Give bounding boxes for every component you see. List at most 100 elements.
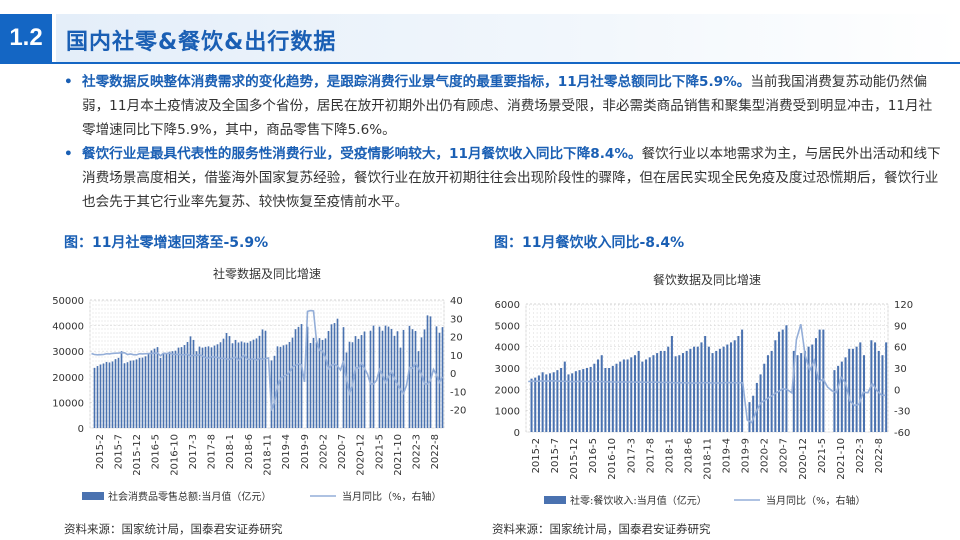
y-right-tick-label: -60 — [894, 428, 910, 439]
bullet-dot-icon: • — [64, 74, 73, 90]
x-tick-label: 2021-5 — [817, 438, 828, 473]
bar — [630, 357, 633, 432]
series-line — [91, 309, 444, 411]
x-tick-label: 2020-7 — [337, 434, 348, 469]
catering-revenue-chart: 餐饮数据及同比增速 0 1000 2000 3000 4000 5000 6000 -60 -30… — [495, 272, 914, 507]
y-left-tick-label: 2000 — [495, 385, 520, 396]
bar — [796, 355, 799, 432]
bar — [548, 373, 552, 432]
bar — [135, 359, 138, 428]
bar — [807, 346, 810, 432]
bar — [752, 395, 755, 432]
retail-sales-chart: 社零数据及同比增速 0 10000 20000 30000 40000 50000 -20 -1… — [52, 266, 466, 503]
bar — [608, 368, 611, 432]
bar — [219, 342, 222, 428]
bar — [696, 346, 699, 432]
bar — [593, 363, 596, 432]
bar — [722, 346, 725, 432]
x-tick-label: 2022-3 — [855, 438, 866, 473]
bar — [333, 323, 336, 428]
bar — [243, 342, 246, 428]
x-tick-label: 2021-10 — [393, 434, 404, 476]
bar — [312, 337, 315, 428]
bar — [851, 348, 854, 432]
bar — [707, 346, 710, 432]
chart-title: 社零数据及同比增速 — [213, 266, 321, 281]
x-tick-label: 2021-5 — [374, 434, 385, 469]
bar — [567, 374, 570, 432]
bar — [210, 347, 213, 428]
y-left-tick-label: 30000 — [52, 347, 84, 358]
bar — [252, 339, 255, 428]
bar — [201, 347, 204, 428]
bar — [171, 351, 174, 428]
bar — [354, 336, 357, 428]
bar — [615, 363, 618, 432]
bullet-item: • 餐饮行业是最具代表性的服务性消费行业，受疫情影响较大，11月餐饮收入同比下降… — [62, 142, 942, 214]
y-left-tick-label: 50000 — [52, 296, 84, 307]
x-tick-label: 2015-7 — [113, 434, 124, 469]
legend-label-bar: 社零:餐饮收入:当月值（亿元） — [570, 494, 707, 507]
bar — [659, 350, 662, 432]
bar — [174, 350, 177, 428]
bar — [285, 344, 288, 428]
bar — [180, 347, 183, 428]
bar — [231, 343, 234, 428]
source-note-left: 资料来源：国家统计局，国泰君安证券研究 — [64, 522, 283, 536]
bar — [737, 336, 740, 432]
bullet-highlight: 餐饮行业是最具代表性的服务性消费行业，受疫情影响较大，11月餐饮收入同比下降8.… — [82, 146, 642, 162]
bar — [402, 329, 405, 428]
x-tick-label: 2018-6 — [244, 434, 255, 469]
bar — [792, 350, 795, 432]
bar — [264, 330, 267, 428]
y-right-tick-label: 30 — [450, 314, 463, 325]
figure-caption-right: 图：11月餐饮收入同比-8.4% — [494, 235, 685, 251]
bar — [246, 342, 249, 428]
x-tick-label: 2018-1 — [664, 438, 675, 473]
x-tick-label: 2020-12 — [798, 438, 809, 480]
bar — [156, 347, 159, 428]
x-tick-label: 2018-11 — [703, 438, 714, 480]
bar — [234, 339, 237, 428]
bar — [216, 344, 219, 428]
x-tick-label: 2015-2 — [531, 438, 542, 473]
bar — [132, 360, 135, 428]
bar — [589, 366, 592, 432]
bar — [685, 350, 688, 432]
x-tick-label: 2017-3 — [626, 438, 637, 473]
bar — [192, 339, 195, 428]
bar — [693, 346, 696, 432]
bar — [138, 357, 141, 428]
y-left-tick-label: 40000 — [52, 322, 84, 333]
y-left-tick-label: 6000 — [495, 300, 520, 311]
bar — [885, 342, 888, 432]
bar — [700, 342, 703, 432]
x-tick-label: 2018-6 — [683, 438, 694, 473]
bar — [183, 345, 186, 428]
bar — [309, 343, 312, 428]
bar — [648, 357, 651, 432]
x-tick-label: 2019-9 — [300, 434, 311, 469]
bar — [363, 331, 366, 428]
bar — [604, 368, 607, 432]
bar — [563, 361, 566, 432]
bar — [545, 374, 548, 432]
bullet-item: • 社零数据反映整体消费需求的变化趋势，是跟踪消费行业景气度的最重要指标，11月… — [62, 70, 942, 142]
bar — [552, 372, 555, 432]
bar — [144, 356, 147, 428]
bar — [99, 364, 102, 428]
bar — [384, 325, 387, 428]
bar — [778, 331, 781, 432]
legend-label-line: 当月同比（%，右轴） — [342, 490, 442, 503]
bar — [321, 339, 324, 428]
bar — [315, 342, 318, 428]
bar — [429, 316, 432, 428]
x-tick-label: 2022-8 — [874, 438, 885, 473]
bar — [578, 370, 581, 432]
bar — [129, 360, 132, 428]
bar — [645, 359, 648, 432]
bar — [240, 341, 243, 428]
bar — [785, 325, 788, 432]
header-divider — [0, 62, 960, 64]
bullet-list: • 社零数据反映整体消费需求的变化趋势，是跟踪消费行业景气度的最重要指标，11月… — [62, 70, 942, 214]
